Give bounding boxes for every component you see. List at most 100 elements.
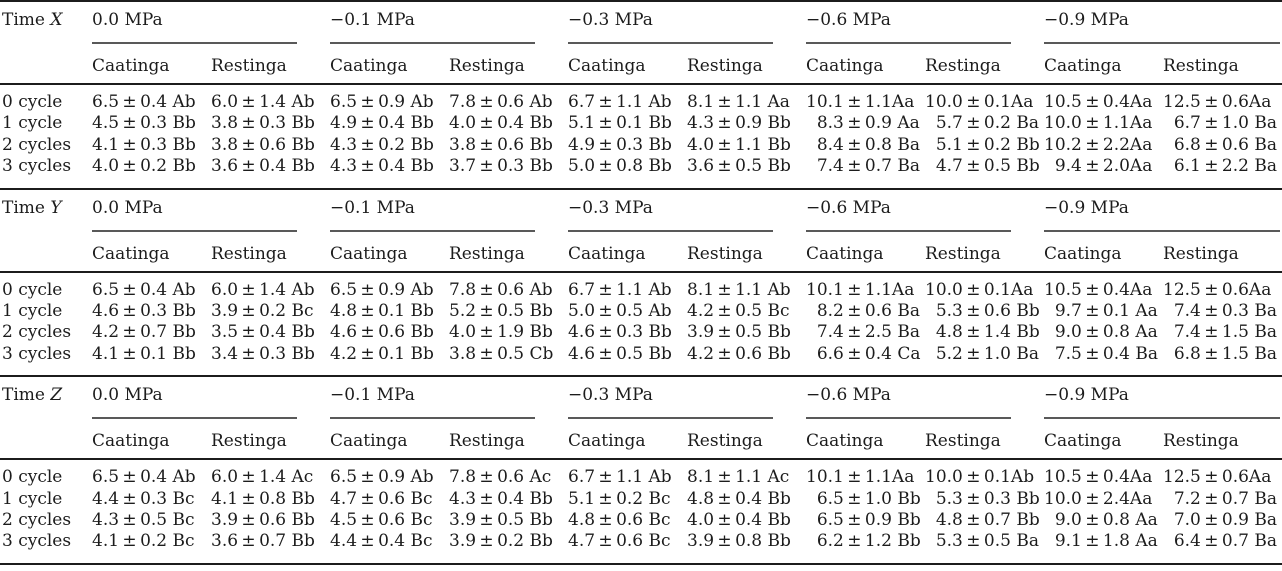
empty-cell <box>0 44 92 85</box>
value-cell: 5.1 ± 0.1 Bb <box>568 113 672 134</box>
site-header: Caatinga <box>330 44 449 85</box>
value-cell: 4.7 ± 0.5 Bb <box>925 156 1044 190</box>
pressure-group-header: 0.0 MPa <box>92 376 330 420</box>
value-cell: 3.9 ± 0.5 Bb <box>449 510 553 531</box>
value-cell: 3.6 ± 0.7 Bb <box>211 531 330 565</box>
value-cell: 4.6 ± 0.3 Bb <box>92 301 196 322</box>
table-row: 0 cycle 6.5 ± 0.4 Ab 6.0 ± 1.4 Ac 6.5 ± 0.… <box>0 459 1282 488</box>
value-cell: 5.0 ± 0.8 Bb <box>568 156 687 190</box>
site-header: Restinga <box>687 231 806 273</box>
value-cell: 6.1 ± 2.2 Ba <box>1163 156 1282 190</box>
value-cell: 3.8 ± 0.5 Cb <box>449 343 568 378</box>
value-cell: 7.0 ± 0.9 Ba <box>1163 510 1277 531</box>
section-title: Time Y <box>0 189 92 232</box>
value-cell: 5.1 ± 0.2 Bb <box>925 134 1040 155</box>
value-cell: 10.0 ± 1.1Aa <box>1044 113 1153 134</box>
site-header: Caatinga <box>806 231 925 273</box>
value-cell: 6.5 ± 0.4 Ab <box>92 279 196 300</box>
value-cell: 4.1 ± 0.3 Bb <box>92 134 196 155</box>
value-cell: 6.7 ± 1.1 Ab <box>568 279 672 300</box>
value-cell: 10.0 ± 0.1Aa <box>925 279 1034 300</box>
section-title: Time Z <box>0 376 92 419</box>
pressure-group-label: −0.9 MPa <box>1044 197 1129 218</box>
value-cell: 3.5 ± 0.4 Bb <box>211 322 315 343</box>
value-cell: 4.6 ± 0.5 Bb <box>568 343 687 378</box>
value-cell: 4.2 ± 0.1 Bb <box>330 343 449 378</box>
site-header: Restinga <box>1163 419 1282 461</box>
value-cell: 4.5 ± 0.3 Bb <box>92 113 196 134</box>
pressure-header-row: Time Y 0.0 MPa −0.1 MPa −0.3 MPa −0.6 MP… <box>0 189 1282 232</box>
value-cell: 10.1 ± 1.1Aa <box>806 92 915 112</box>
value-cell: 4.1 ± 0.8 Bb <box>211 488 315 509</box>
value-cell: 5.0 ± 0.5 Ab <box>568 301 672 322</box>
pressure-group-label: −0.3 MPa <box>568 10 653 30</box>
row-label: 3 cycles <box>0 343 92 378</box>
table-row: 2 cycles 4.2 ± 0.7 Bb 3.5 ± 0.4 Bb 4.6 ± 0… <box>0 322 1282 343</box>
pressure-group-label: 0.0 MPa <box>92 10 163 30</box>
value-cell: 6.6 ± 0.4 Ca <box>806 343 925 378</box>
value-cell: 6.5 ± 0.9 Ab <box>330 92 434 112</box>
section-time-z: Time Z 0.0 MPa −0.1 MPa −0.3 MPa −0.6 MP… <box>0 376 1282 565</box>
site-header: Restinga <box>211 231 330 273</box>
value-cell: 6.5 ± 0.4 Ab <box>92 92 196 112</box>
pressure-group-header: −0.9 MPa <box>1044 189 1282 232</box>
value-cell: 9.4 ± 2.0Aa <box>1044 156 1163 190</box>
section-title: Time X <box>0 1 92 44</box>
value-cell: 9.0 ± 0.8 Aa <box>1044 322 1158 343</box>
site-header: Restinga <box>687 44 806 85</box>
value-cell: 3.8 ± 0.6 Bb <box>449 134 553 155</box>
value-cell: 3.9 ± 0.8 Bb <box>687 531 806 565</box>
value-cell: 4.3 ± 0.4 Bb <box>449 488 553 509</box>
pressure-group-header: −0.1 MPa <box>330 1 568 44</box>
value-cell: 12.5 ± 0.6Aa <box>1163 92 1272 112</box>
value-cell: 10.2 ± 2.2Aa <box>1044 134 1153 155</box>
pressure-group-header: −0.6 MPa <box>806 376 1044 420</box>
value-cell: 8.2 ± 0.6 Ba <box>806 301 920 322</box>
value-cell: 8.1 ± 1.1 Ab <box>687 279 791 300</box>
value-cell: 3.7 ± 0.3 Bb <box>449 156 568 190</box>
section-time-y: Time Y 0.0 MPa −0.1 MPa −0.3 MPa −0.6 MP… <box>0 189 1282 378</box>
pressure-group-label: 0.0 MPa <box>92 385 163 406</box>
site-header: Restinga <box>449 44 568 85</box>
value-cell: 9.7 ± 0.1 Aa <box>1044 301 1158 322</box>
site-header: Restinga <box>449 419 568 461</box>
value-cell: 7.2 ± 0.7 Ba <box>1163 488 1277 509</box>
site-header: Restinga <box>1163 231 1282 273</box>
table-row: 1 cycle 4.5 ± 0.3 Bb 3.8 ± 0.3 Bb 4.9 ± 0.… <box>0 113 1282 134</box>
pressure-group-header: −0.9 MPa <box>1044 1 1282 44</box>
value-cell: 4.9 ± 0.4 Bb <box>330 113 434 134</box>
row-label: 0 cycle <box>2 92 63 112</box>
site-header: Caatinga <box>1044 231 1163 273</box>
value-cell: 7.4 ± 0.7 Ba <box>806 156 925 190</box>
value-cell: 5.2 ± 0.5 Bb <box>449 301 553 322</box>
section-time-x: Time X 0.0 MPa −0.1 MPa −0.3 MPa −0.6 MP… <box>0 1 1282 190</box>
site-header: Caatinga <box>330 419 449 461</box>
value-cell: 4.7 ± 0.6 Bc <box>568 531 687 565</box>
table-row: 3 cycles 4.1 ± 0.2 Bc 3.6 ± 0.7 Bb 4.4 ± 0… <box>0 531 1282 565</box>
value-cell: 10.1 ± 1.1Aa <box>806 467 915 488</box>
value-cell: 5.3 ± 0.3 Bb <box>925 488 1040 509</box>
site-header: Restinga <box>211 419 330 461</box>
value-cell: 6.5 ± 0.9 Ab <box>330 279 434 300</box>
value-cell: 4.2 ± 0.6 Bb <box>687 343 806 378</box>
table-row: 0 cycle 6.5 ± 0.4 Ab 6.0 ± 1.4 Ab 6.5 ± 0.… <box>0 84 1282 113</box>
value-cell: 6.0 ± 1.4 Ac <box>211 467 314 488</box>
value-cell: 7.4 ± 0.3 Ba <box>1163 301 1277 322</box>
value-cell: 6.5 ± 1.0 Bb <box>806 488 921 509</box>
table-row: 2 cycles 4.1 ± 0.3 Bb 3.8 ± 0.6 Bb 4.3 ± 0… <box>0 135 1282 156</box>
value-cell: 6.4 ± 0.7 Ba <box>1163 531 1282 565</box>
value-cell: 3.9 ± 0.2 Bc <box>211 301 314 322</box>
value-cell: 8.1 ± 1.1 Aa <box>687 92 790 112</box>
value-cell: 4.8 ± 0.7 Bb <box>925 510 1040 531</box>
pressure-group-header: −0.6 MPa <box>806 189 1044 232</box>
pressure-header-row: Time Z 0.0 MPa −0.1 MPa −0.3 MPa −0.6 MP… <box>0 376 1282 420</box>
pressure-group-header: 0.0 MPa <box>92 1 330 44</box>
pressure-group-label: −0.6 MPa <box>806 10 891 30</box>
pressure-group-header: −0.9 MPa <box>1044 376 1282 420</box>
row-label: 3 cycles <box>0 531 92 565</box>
value-cell: 3.9 ± 0.2 Bb <box>449 531 568 565</box>
pressure-group-label: −0.1 MPa <box>330 10 415 30</box>
value-cell: 6.2 ± 1.2 Bb <box>806 531 925 565</box>
row-label: 0 cycle <box>2 467 63 488</box>
section-time-variable: Z <box>50 385 63 406</box>
